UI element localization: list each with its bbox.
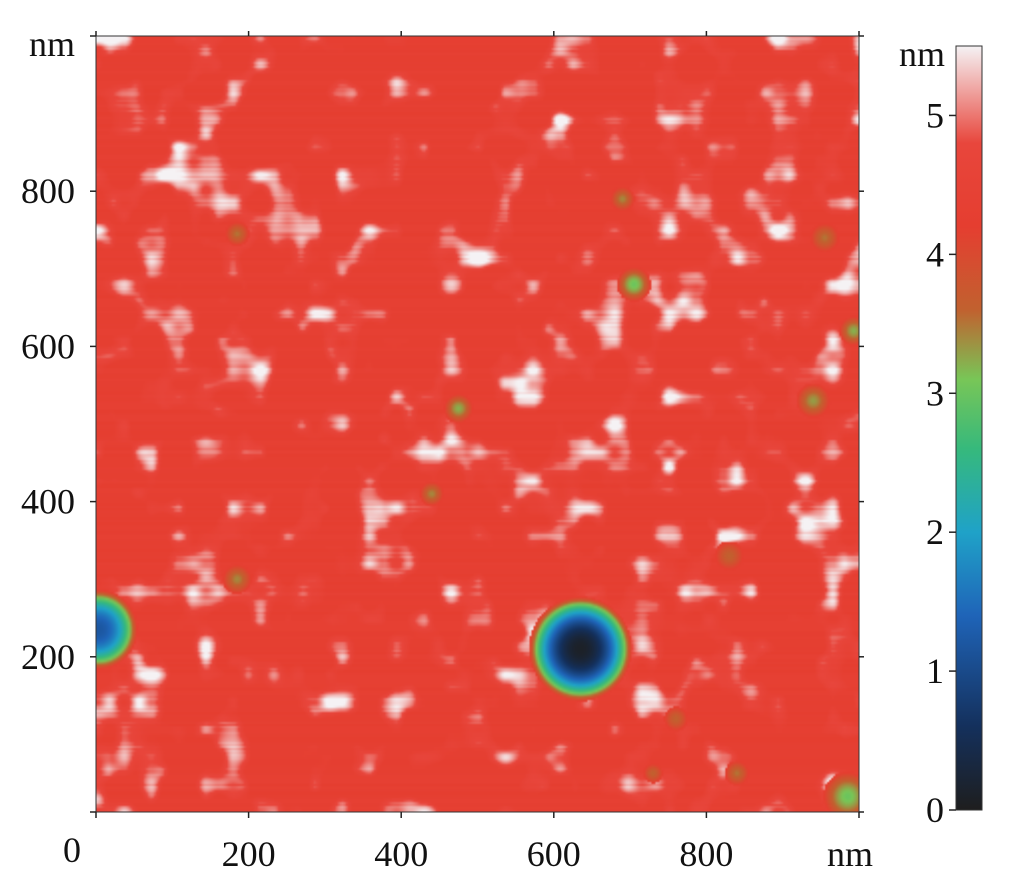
y-tick-label: 200	[21, 637, 75, 677]
y-axis: 200 400 600 800	[21, 35, 864, 813]
x-axis-unit-label: nm	[827, 834, 873, 874]
height-map-raster	[96, 36, 859, 812]
colorbar-tick-label: 0	[926, 790, 944, 830]
origin-label: 0	[63, 830, 81, 870]
y-tick-label: 800	[21, 171, 75, 211]
colorbar-ticks: 0 1 2 3 4 5	[926, 95, 956, 830]
colorbar: 0 1 2 3 4 5 nm	[899, 34, 983, 830]
x-tick-label: 200	[222, 834, 276, 874]
colorbar-tick-label: 1	[926, 651, 944, 691]
x-tick-label: 800	[679, 834, 733, 874]
colorbar-tick-label: 2	[926, 512, 944, 552]
y-axis-unit-label: nm	[29, 24, 75, 64]
x-tick-label: 400	[374, 834, 428, 874]
plot-frame	[95, 35, 860, 813]
height-map	[96, 36, 859, 812]
y-tick-label: 600	[21, 326, 75, 366]
x-axis: 200 400 600 800	[95, 31, 860, 874]
colorbar-ramp	[955, 45, 983, 811]
colorbar-unit-label: nm	[899, 34, 945, 74]
x-tick-label: 600	[527, 834, 581, 874]
colorbar-tick-label: 4	[926, 234, 944, 274]
colorbar-tick-label: 5	[926, 95, 944, 135]
colorbar-tick-label: 3	[926, 373, 944, 413]
y-tick-label: 400	[21, 482, 75, 522]
